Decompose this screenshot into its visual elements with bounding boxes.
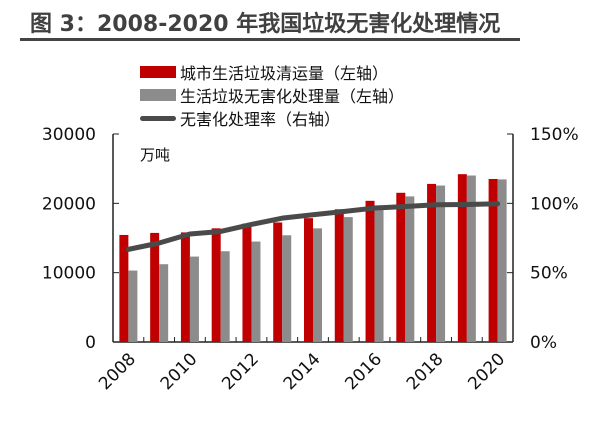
bar-collection-2019: [457, 174, 467, 342]
legend-item-collection: 城市生活垃圾清运量（左轴）: [140, 60, 388, 84]
right-tick-label: 0%: [530, 333, 557, 353]
bar-treatment-2015: [343, 217, 353, 342]
right-tick-label: 100%: [530, 194, 579, 214]
bar-collection-2008: [119, 234, 129, 342]
bar-treatment-2016: [374, 205, 384, 342]
legend-swatch-red: [140, 66, 176, 78]
legend-item-rate: 无害化处理率（右轴）: [140, 106, 340, 130]
bar-collection-2013: [273, 222, 283, 342]
bar-collection-2010: [180, 232, 190, 342]
x-tick-label: 2020: [464, 349, 509, 394]
legend-swatch-gray: [140, 89, 176, 101]
right-tick-label: 50%: [530, 264, 568, 284]
bar-treatment-2018: [436, 185, 446, 342]
bar-collection-2011: [211, 228, 221, 342]
rate-point-2012: [250, 223, 252, 225]
chart-title: 图 3：2008-2020 年我国垃圾无害化处理情况: [30, 12, 501, 37]
bar-treatment-2019: [466, 175, 476, 342]
x-tick-label: 2014: [280, 349, 325, 394]
rate-point-2013: [281, 217, 283, 219]
rate-point-2009: [158, 242, 160, 244]
rate-point-2018: [435, 204, 437, 206]
bar-treatment-2010: [189, 256, 199, 342]
title-underline: [20, 38, 520, 41]
rate-point-2017: [404, 206, 406, 208]
legend-swatch-line: [140, 115, 176, 121]
bar-treatment-2013: [282, 235, 292, 342]
legend-label: 城市生活垃圾清运量（左轴）: [180, 64, 389, 83]
left-tick-label: 20000: [42, 194, 96, 214]
legend-item-treatment: 生活垃圾无害化处理量（左轴）: [140, 83, 404, 107]
x-tick-label: 2016: [341, 349, 386, 394]
bar-collection-2020: [488, 178, 498, 342]
x-tick-label: 2010: [157, 349, 202, 394]
left-tick-label: 30000: [42, 125, 96, 145]
x-tick-label: 2008: [95, 349, 140, 394]
bar-treatment-2014: [313, 228, 322, 342]
rate-point-2015: [343, 211, 345, 213]
bar-treatment-2017: [405, 196, 415, 342]
right-tick-label: 150%: [530, 125, 579, 145]
legend-label: 无害化处理率（右轴）: [180, 110, 341, 129]
bar-collection-2009: [150, 232, 160, 342]
bar-collection-2012: [242, 223, 252, 342]
bar-collection-2017: [396, 192, 406, 342]
bar-collection-2018: [427, 183, 437, 342]
rate-point-2011: [220, 230, 222, 232]
x-tick-label: 2012: [218, 349, 263, 394]
bar-collection-2016: [365, 200, 375, 342]
bar-treatment-2012: [251, 241, 261, 342]
rate-point-2014: [312, 214, 314, 216]
rate-point-2016: [374, 207, 376, 209]
unit-label: 万吨: [140, 146, 170, 164]
left-tick-label: 0: [85, 333, 96, 353]
rate-point-2020: [497, 203, 499, 205]
bar-treatment-2011: [220, 251, 230, 342]
legend-label: 生活垃圾无害化处理量（左轴）: [180, 87, 405, 106]
bar-collection-2015: [334, 209, 344, 342]
rate-point-2019: [466, 203, 468, 205]
bar-treatment-2008: [128, 270, 138, 342]
rate-point-2008: [127, 248, 129, 250]
bar-collection-2014: [304, 218, 313, 342]
left-tick-label: 10000: [42, 264, 96, 284]
bar-treatment-2020: [497, 179, 507, 342]
bar-treatment-2009: [159, 264, 169, 342]
x-tick-label: 2018: [403, 349, 448, 394]
rate-point-2010: [189, 233, 191, 235]
